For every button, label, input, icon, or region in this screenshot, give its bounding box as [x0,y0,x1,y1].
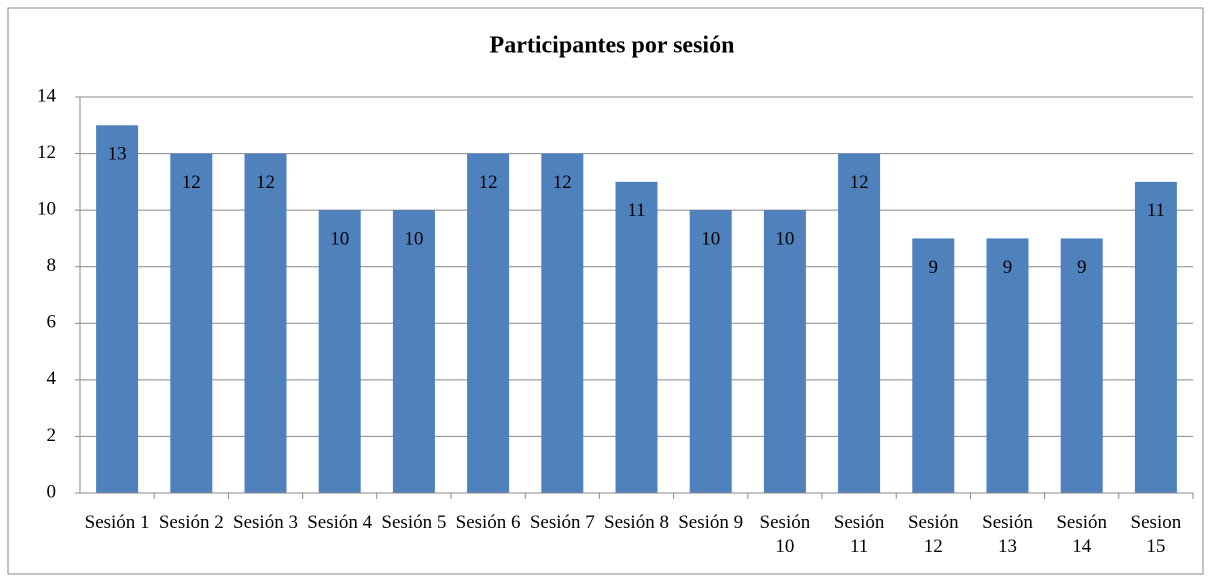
y-tick-label: 8 [47,255,57,276]
x-tick-label: Sesión 13 [982,512,1033,557]
bar [838,153,881,494]
data-label: 10 [701,229,720,250]
x-tick-label: Sesión 1 [84,512,150,533]
x-tick-label: Sesión 3 [233,512,298,533]
data-label: 12 [553,172,572,193]
y-tick-label: 6 [47,312,57,333]
x-tick-label: Sesión 4 [307,512,373,533]
bar [1134,181,1177,493]
bar [912,238,955,493]
y-tick-label: 2 [47,425,57,446]
x-tick-label: Sesión 11 [833,512,885,557]
data-label: 12 [182,172,201,193]
bar [96,125,139,494]
bar [615,181,658,493]
x-tick-label: Sesión 5 [381,512,447,533]
data-label: 12 [256,172,275,193]
y-tick-label: 12 [37,142,56,163]
data-label: 11 [627,200,645,221]
x-tick-label: Sesión 14 [1056,512,1108,557]
chart-title: Participantes por sesión [490,33,735,59]
bar [244,153,287,494]
data-label: 12 [479,172,498,193]
data-label: 9 [929,257,939,278]
x-tick-label: Sesión 10 [759,512,811,557]
data-label: 11 [1147,200,1165,221]
bar [467,153,510,494]
bar [318,210,361,493]
x-tick-label: Sesión 9 [678,512,744,533]
data-label: 12 [850,172,869,193]
data-label: 10 [404,229,423,250]
y-tick-label: 10 [37,199,56,220]
data-label: 10 [775,229,794,250]
y-tick-label: 4 [47,368,57,389]
bar [763,210,806,493]
bar [541,153,584,494]
bar [689,210,732,493]
data-label: 9 [1077,257,1087,278]
bar [392,210,435,493]
bar [986,238,1029,493]
data-label: 9 [1003,257,1013,278]
x-tick-label: Sesión 8 [604,512,669,533]
x-tick-label: Sesión 12 [907,512,959,557]
y-tick-label: 14 [37,85,57,106]
bar [170,153,213,494]
y-tick-label: 0 [47,481,57,502]
x-tick-label: Sesión 2 [158,512,224,533]
x-tick-label: Sesion 15 [1130,512,1182,557]
data-label: 10 [330,229,349,250]
x-tick-label: Sesión 7 [529,512,595,533]
bar [1060,238,1103,493]
data-label: 13 [108,144,127,165]
x-tick-label: Sesión 6 [455,512,521,533]
